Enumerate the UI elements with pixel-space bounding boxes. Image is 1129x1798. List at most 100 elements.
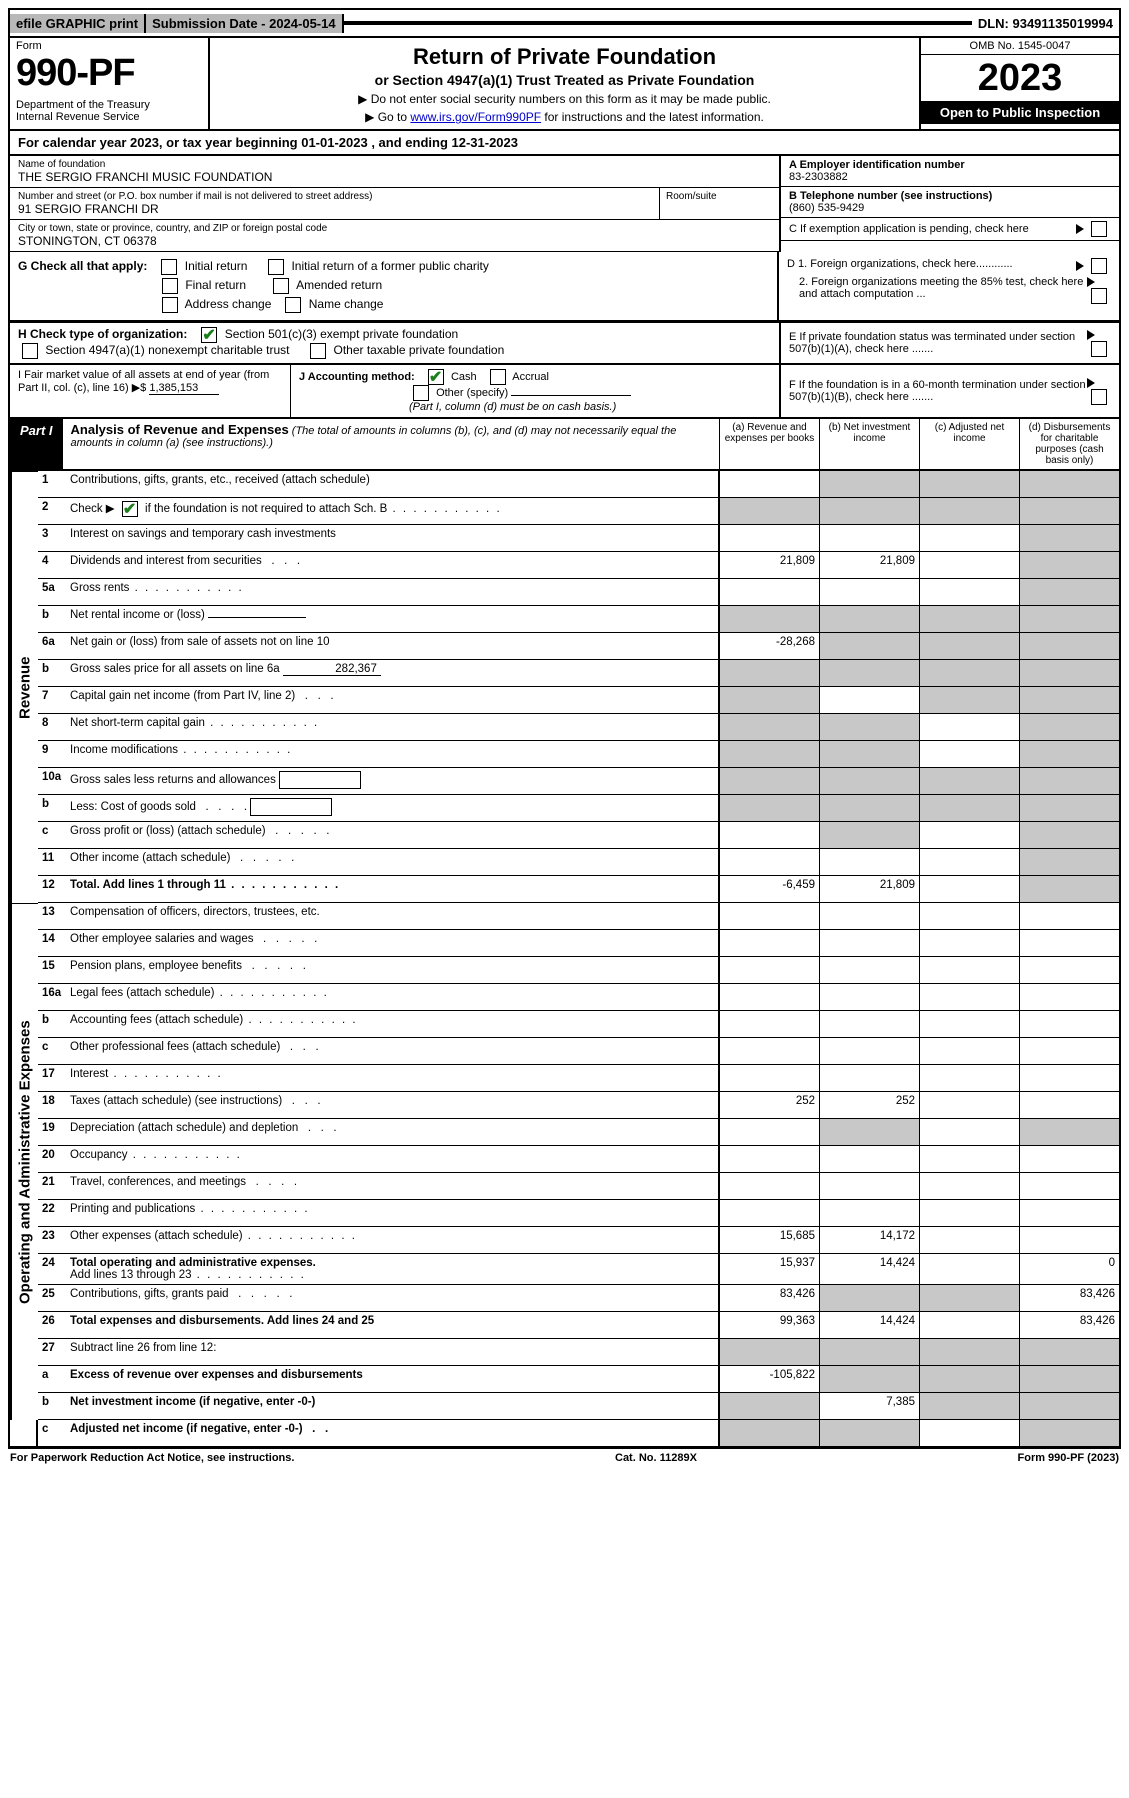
l1-b <box>819 471 919 498</box>
g-amended-chk[interactable] <box>273 278 289 294</box>
l5b-b <box>819 606 919 633</box>
arrow-icon <box>1087 277 1095 287</box>
line-5b-num: b <box>38 606 66 633</box>
j-accrual: Accrual <box>512 371 549 383</box>
col-headers: (a) Revenue and expenses per books (b) N… <box>719 419 1119 469</box>
line-16b-num: b <box>38 1011 66 1038</box>
h-other-taxable-chk[interactable] <box>310 343 326 359</box>
city-state-zip: STONINGTON, CT 06378 <box>18 234 771 248</box>
part1-desc: Analysis of Revenue and Expenses (The to… <box>63 419 719 469</box>
l10b-c <box>919 795 1019 822</box>
line-17-num: 17 <box>38 1065 66 1092</box>
g-address-change-chk[interactable] <box>162 297 178 313</box>
h-o1: Section 501(c)(3) exempt private foundat… <box>225 327 458 341</box>
l10c-a <box>719 822 819 849</box>
l20-c <box>919 1146 1019 1173</box>
footer-form: Form 990-PF (2023) <box>1018 1452 1119 1464</box>
g-name-change-chk[interactable] <box>285 297 301 313</box>
instr-1: ▶ Do not enter social security numbers o… <box>222 92 907 106</box>
l17-c <box>919 1065 1019 1092</box>
line-16a-num: 16a <box>38 984 66 1011</box>
arrow-icon <box>1076 224 1084 234</box>
j-other-blank <box>511 395 631 396</box>
l21-d <box>1019 1173 1119 1200</box>
l2-d <box>1019 498 1119 525</box>
l9-b <box>819 741 919 768</box>
g-initial-former-chk[interactable] <box>268 259 284 275</box>
l10a-d <box>1019 768 1119 795</box>
j-section: J Accounting method: Cash Accrual Other … <box>290 365 779 417</box>
l10b-b <box>819 795 919 822</box>
l6b-val: 282,367 <box>283 663 381 676</box>
l15-d <box>1019 957 1119 984</box>
l16b-c <box>919 1011 1019 1038</box>
l22-c <box>919 1200 1019 1227</box>
l11-a <box>719 849 819 876</box>
d1-chk[interactable] <box>1091 258 1107 274</box>
l1-a <box>719 471 819 498</box>
l4-b: 21,809 <box>819 552 919 579</box>
l13-b <box>819 903 919 930</box>
l22-a <box>719 1200 819 1227</box>
l19-a <box>719 1119 819 1146</box>
l4-d <box>1019 552 1119 579</box>
line-16c-num: c <box>38 1038 66 1065</box>
expenses-side-label: Operating and Administrative Expenses <box>10 903 38 1420</box>
line-22: Printing and publications <box>66 1200 719 1227</box>
l6a-b <box>819 633 919 660</box>
l26-d: 83,426 <box>1019 1312 1119 1339</box>
l9-d <box>1019 741 1119 768</box>
l2-chk[interactable] <box>122 501 138 517</box>
f-chk[interactable] <box>1091 389 1107 405</box>
j-other-chk[interactable] <box>413 385 429 401</box>
line-27a: Excess of revenue over expenses and disb… <box>66 1366 719 1393</box>
line-16c: Other professional fees (attach schedule… <box>66 1038 719 1065</box>
line-27c-num: c <box>38 1420 66 1447</box>
h-501c3-chk[interactable] <box>201 327 217 343</box>
l15-c <box>919 957 1019 984</box>
g-initial-return-chk[interactable] <box>161 259 177 275</box>
ein-cell: A Employer identification number 83-2303… <box>781 156 1119 187</box>
l5a-b <box>819 579 919 606</box>
d2-label: 2. Foreign organizations meeting the 85%… <box>787 276 1087 304</box>
l16c-a <box>719 1038 819 1065</box>
l3-b <box>819 525 919 552</box>
l18-a: 252 <box>719 1092 819 1119</box>
l10a-b <box>819 768 919 795</box>
l25-a: 83,426 <box>719 1285 819 1312</box>
h-section: H Check type of organization: Section 50… <box>10 323 779 363</box>
gd-row: G Check all that apply: Initial return I… <box>8 252 1121 323</box>
l8-d <box>1019 714 1119 741</box>
line-20: Occupancy <box>66 1146 719 1173</box>
l27-c <box>919 1339 1019 1366</box>
j-other: Other (specify) <box>436 387 508 399</box>
efile-label[interactable]: efile GRAPHIC print <box>10 14 146 33</box>
l5b-c <box>919 606 1019 633</box>
c-checkbox[interactable] <box>1091 221 1107 237</box>
l19-c <box>919 1119 1019 1146</box>
l27-a <box>719 1339 819 1366</box>
top-spacer <box>344 21 972 25</box>
l5a-d <box>1019 579 1119 606</box>
l26-c <box>919 1312 1019 1339</box>
c-pending-cell: C If exemption application is pending, c… <box>781 218 1119 241</box>
j-accrual-chk[interactable] <box>490 369 506 385</box>
l10b-a <box>719 795 819 822</box>
l19-d <box>1019 1119 1119 1146</box>
line-6a-num: 6a <box>38 633 66 660</box>
l24-b: 14,424 <box>819 1254 919 1285</box>
col-b-hdr: (b) Net investment income <box>819 419 919 469</box>
l27c-a <box>719 1420 819 1447</box>
line-10b-num: b <box>38 795 66 822</box>
g-final-return-chk[interactable] <box>162 278 178 294</box>
irs-link[interactable]: www.irs.gov/Form990PF <box>410 110 541 124</box>
j-cash-chk[interactable] <box>428 369 444 385</box>
d2-chk[interactable] <box>1091 288 1107 304</box>
e-chk[interactable] <box>1091 341 1107 357</box>
line-7-num: 7 <box>38 687 66 714</box>
l13-a <box>719 903 819 930</box>
l14-b <box>819 930 919 957</box>
foundation-name-cell: Name of foundation THE SERGIO FRANCHI MU… <box>10 156 779 188</box>
h-4947-chk[interactable] <box>22 343 38 359</box>
l27c-side <box>10 1420 38 1447</box>
